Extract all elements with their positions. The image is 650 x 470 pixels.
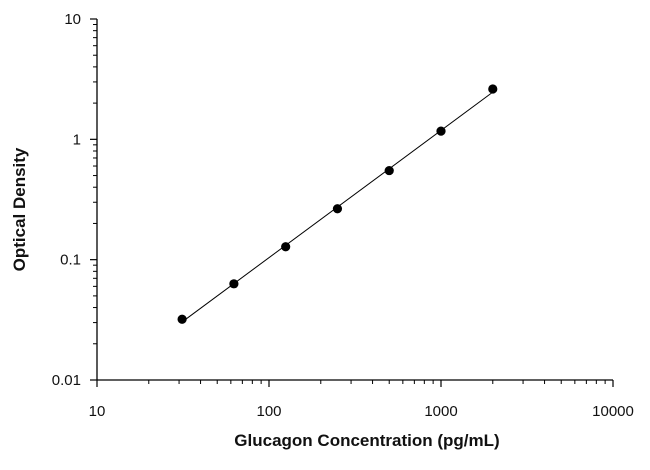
y-tick-label: 0.01	[52, 372, 81, 389]
data-point	[436, 126, 446, 136]
y-tick-label: 0.1	[60, 252, 81, 269]
x-tick-label: 100	[256, 403, 281, 420]
y-axis-title: Optical Density	[10, 147, 29, 271]
data-point	[332, 204, 343, 214]
ticks	[90, 18, 614, 387]
data-point	[177, 314, 187, 324]
data-point	[488, 84, 498, 94]
x-tick-label: 1000	[424, 403, 457, 420]
data-point	[229, 279, 239, 289]
axes	[96, 19, 613, 381]
x-tick-label: 10000	[592, 403, 634, 420]
y-tick-label: 10	[64, 11, 81, 28]
data-point	[281, 242, 291, 252]
x-tick-label: 10	[89, 403, 106, 420]
y-tick-label: 1	[73, 131, 81, 148]
x-axis-title: Glucagon Concentration (pg/mL)	[234, 431, 499, 450]
tick-labels: 10 100 1000 10000 10 1 0.1 0.01	[52, 11, 634, 420]
data-points	[177, 84, 498, 324]
data-point	[384, 165, 394, 176]
